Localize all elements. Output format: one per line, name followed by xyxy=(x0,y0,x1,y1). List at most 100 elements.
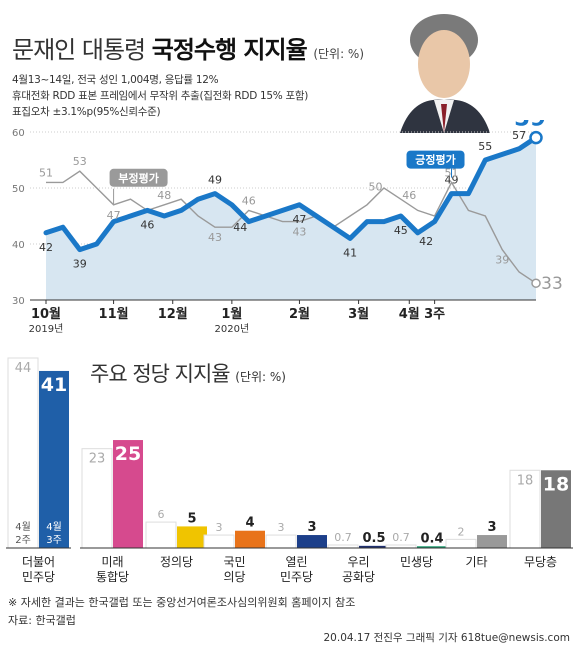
disapproval-callout-label: 부정평가 xyxy=(118,171,158,185)
this-week-bar xyxy=(177,526,207,548)
category-label: 우리 xyxy=(347,555,369,569)
disapproval-value-label: 48 xyxy=(157,189,171,202)
this-week-value: 3 xyxy=(487,520,496,535)
this-week-value: 18 xyxy=(543,473,569,495)
approval-line-chart: 30 40 50 60 42 39 46 49 44 47 41 45 42 49 55 5759 51 53 4… xyxy=(12,120,563,335)
approval-value-label: 49 xyxy=(208,174,222,187)
disapproval-value-label: 51 xyxy=(39,166,53,179)
x-tick-label: 1월 xyxy=(221,306,242,322)
legend-prev-week: 4월 xyxy=(15,521,31,533)
approval-value-label: 49 xyxy=(445,174,459,187)
y-tick-label: 40 xyxy=(12,240,25,251)
approval-area xyxy=(46,137,536,300)
line-chart-title: 문재인 대통령 국정수행 지지율 (단위: %) xyxy=(12,36,365,64)
x-tick-label: 3월 xyxy=(348,306,369,322)
this-week-value: 0.4 xyxy=(420,531,443,546)
approval-value-label: 39 xyxy=(73,258,87,271)
this-week-bar xyxy=(541,470,571,548)
credit: 20.04.17 전진우 그래픽 기자 618tue@newsis.com xyxy=(323,632,571,644)
prev-week-bar xyxy=(203,534,235,549)
prev-week-value: 6 xyxy=(158,508,165,521)
this-week-bar xyxy=(477,535,507,548)
legend-this-week: 3주 xyxy=(46,535,62,546)
category-label: 미래 xyxy=(101,555,123,569)
approval-callout-label: 긍정평가 xyxy=(415,153,455,167)
approval-value-label: 46 xyxy=(140,218,154,231)
this-week-value: 0.5 xyxy=(362,531,385,546)
survey-note-1: 4월13~14일, 전국 성인 1,004명, 응답률 12% xyxy=(12,74,219,86)
disapproval-value-label: 43 xyxy=(208,231,222,244)
survey-note-2: 휴대전화 RDD 표본 프레임에서 무작위 추출(집전화 RDD 15% 포함) xyxy=(12,90,309,102)
president-portrait xyxy=(392,8,492,133)
x-tick-label: 3주 xyxy=(424,307,445,322)
prev-week-value: 2 xyxy=(458,525,465,538)
category-label: 국민 xyxy=(223,555,245,569)
category-label: 무당층 xyxy=(524,555,557,569)
this-week-value: 4 xyxy=(245,516,254,531)
bar-chart-title: 주요 정당 지지율 (단위: %) xyxy=(90,362,286,386)
approval-value-label: 42 xyxy=(39,241,53,254)
category-label: 열린 xyxy=(285,555,307,569)
category-label: 민주당 xyxy=(22,570,55,584)
approval-value-label: 44 xyxy=(233,221,247,234)
approval-value-label: 41 xyxy=(343,246,357,259)
prev-week-bar xyxy=(7,357,39,549)
disapproval-line xyxy=(46,170,537,284)
category-label: 민주당 xyxy=(280,570,313,584)
x-tick-year-label: 2019년 xyxy=(29,323,64,335)
category-label: 공화당 xyxy=(342,570,375,584)
approval-value-label: 59 xyxy=(514,120,546,132)
this-week-value: 3 xyxy=(307,520,316,535)
x-tick-label: 10월 xyxy=(31,306,61,322)
prev-week-bar xyxy=(265,534,297,549)
approval-value-label: 45 xyxy=(394,224,408,237)
disapproval-value-label: 53 xyxy=(73,155,87,168)
this-week-bar xyxy=(113,440,143,548)
category-label: 기타 xyxy=(465,555,487,569)
prev-week-value: 0.7 xyxy=(334,531,352,544)
prev-week-value: 23 xyxy=(89,452,106,467)
disapproval-value-label: 33 xyxy=(541,274,563,294)
approval-value-label: 55 xyxy=(478,140,492,153)
disapproval-value-label: 46 xyxy=(242,194,256,207)
prev-week-value: 3 xyxy=(278,521,285,534)
this-week-bar xyxy=(39,370,69,548)
source: 자료: 한국갤럽 xyxy=(8,614,76,627)
x-tick-label: 4월 xyxy=(399,306,420,322)
this-week-value: 25 xyxy=(115,443,141,465)
y-tick-label: 60 xyxy=(12,128,25,139)
category-label: 의당 xyxy=(223,570,245,584)
prev-week-value: 18 xyxy=(517,473,534,488)
x-tick-label: 11월 xyxy=(99,306,129,322)
prev-week-bar xyxy=(509,469,541,549)
prev-week-value: 3 xyxy=(216,521,223,534)
disapproval-value-label: 50 xyxy=(368,180,382,193)
x-tick-label: 12월 xyxy=(158,306,188,322)
category-label: 더불어 xyxy=(22,555,55,569)
approval-end-marker xyxy=(529,130,543,145)
category-label: 정의당 xyxy=(160,555,193,569)
this-week-bar xyxy=(359,545,389,548)
legend-prev-week: 2주 xyxy=(15,535,31,546)
disapproval-callout-box xyxy=(109,168,168,187)
this-week-value: 41 xyxy=(41,374,67,396)
this-week-bar xyxy=(235,530,265,548)
x-tick-label: 2월 xyxy=(289,306,310,322)
prev-week-bar xyxy=(81,448,113,549)
prev-week-bar xyxy=(145,521,177,549)
approval-callout-box xyxy=(406,150,465,169)
disapproval-value-label: 43 xyxy=(292,226,306,239)
approval-value-label: 57 xyxy=(512,129,526,142)
prev-week-bar xyxy=(445,538,477,549)
disapproval-value-label: 47 xyxy=(107,209,121,222)
category-label: 민생당 xyxy=(400,555,433,569)
disapproval-end-marker xyxy=(531,278,541,288)
legend-this-week: 4월 xyxy=(46,521,62,533)
y-tick-label: 30 xyxy=(12,296,25,307)
y-tick-label: 50 xyxy=(12,184,25,195)
this-week-bar xyxy=(297,535,327,548)
approval-value-label: 47 xyxy=(292,213,306,226)
disapproval-value-label: 46 xyxy=(402,189,416,202)
